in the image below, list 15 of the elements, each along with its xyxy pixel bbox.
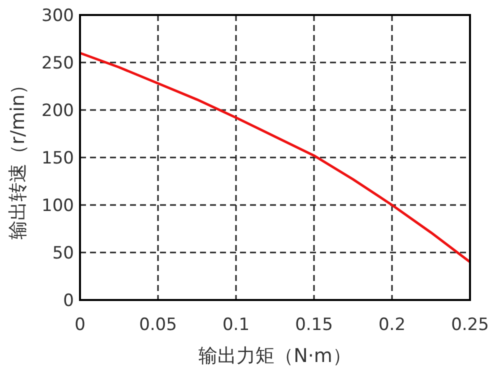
y-tick-label: 100 [42, 196, 74, 216]
line-series [78, 52, 472, 264]
y-tick-label: 150 [42, 148, 74, 168]
y-tick-label: 300 [42, 6, 74, 26]
y-tick-label: 200 [42, 101, 74, 121]
x-tick-label: 0.1 [222, 315, 250, 335]
x-tick-label: 0.15 [295, 315, 333, 335]
y-tick-label: 250 [42, 54, 74, 74]
x-tick-label: 0.25 [451, 315, 489, 335]
y-axis-title: 输出转速（r/min） [7, 75, 29, 240]
x-axis-title: 输出力矩（N·m） [198, 345, 352, 367]
x-tick-label: 0.05 [139, 315, 177, 335]
x-tick-label: 0.2 [378, 315, 406, 335]
y-tick-label: 0 [63, 291, 74, 311]
y-tick-label: 50 [52, 244, 74, 264]
